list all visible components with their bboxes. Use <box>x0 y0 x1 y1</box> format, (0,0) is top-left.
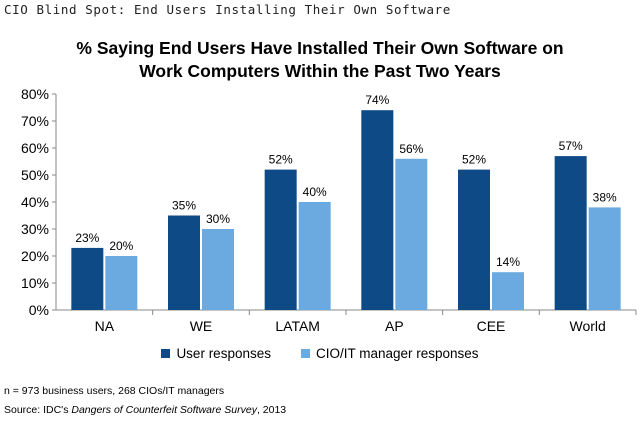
y-tick-label: 80% <box>21 86 49 102</box>
header-title: CIO Blind Spot: End Users Installing The… <box>4 2 451 17</box>
y-tick-label: 0% <box>29 302 49 318</box>
y-tick-label: 50% <box>21 167 49 183</box>
legend-label-cio: CIO/IT manager responses <box>315 346 479 361</box>
chart-title-line-1: % Saying End Users Have Installed Their … <box>76 38 564 58</box>
x-category-label: AP <box>385 318 404 334</box>
sample-note: n = 973 business users, 268 CIOs/IT mana… <box>4 385 225 397</box>
bar-value-label: 38% <box>593 190 617 204</box>
y-tick-label: 30% <box>21 221 49 237</box>
chart-legend: User responses CIO/IT manager responses <box>0 346 640 361</box>
bar <box>105 256 138 310</box>
chart-title: % Saying End Users Have Installed Their … <box>0 37 640 83</box>
bar <box>554 156 587 310</box>
chart-title-line-2: Work Computers Within the Past Two Years <box>139 61 501 81</box>
source-prefix: Source: IDC's <box>4 404 72 416</box>
bar-chart: 0% 10% 20% 30% 40% 50% 60% 70% 80% 23% 20% NA 35% 30%… <box>21 86 637 334</box>
bar-value-label: 40% <box>303 185 327 199</box>
legend-item-user: User responses <box>161 346 271 361</box>
x-category-label: NA <box>95 318 115 334</box>
bar-value-label: 35% <box>172 199 196 213</box>
legend-swatch-user <box>161 349 171 358</box>
bar <box>395 158 428 310</box>
source-suffix: , 2013 <box>256 404 287 416</box>
bar <box>458 169 490 310</box>
bar <box>168 215 200 310</box>
bar-value-label: 57% <box>559 139 583 153</box>
legend-label-user: User responses <box>176 346 271 361</box>
bar-value-label: 52% <box>462 153 486 167</box>
bar <box>298 202 331 310</box>
y-tick-label: 10% <box>21 275 49 291</box>
source-survey-title: Dangers of Counterfeit Software Survey <box>71 404 257 416</box>
y-tick-label: 20% <box>21 248 49 264</box>
y-tick-label: 60% <box>21 140 49 156</box>
bar <box>71 247 104 310</box>
legend-item-cio: CIO/IT manager responses <box>300 346 479 361</box>
bar-value-label: 52% <box>269 153 293 167</box>
x-category-label: WE <box>190 318 213 334</box>
bar <box>492 272 524 310</box>
bar-value-label: 74% <box>365 93 389 107</box>
legend-swatch-cio <box>300 349 310 358</box>
source-note: Source: IDC's Dangers of Counterfeit Sof… <box>4 404 286 416</box>
x-category-label: CEE <box>477 318 506 334</box>
y-tick-label: 40% <box>21 194 49 210</box>
y-tick-label: 70% <box>21 113 49 129</box>
bar-value-label: 23% <box>75 231 99 245</box>
x-category-label: World <box>570 318 606 334</box>
bar-value-label: 20% <box>109 239 133 253</box>
bar-value-label: 14% <box>496 255 520 269</box>
bar <box>361 110 394 310</box>
x-category-label: LATAM <box>275 318 320 334</box>
bar <box>264 169 297 310</box>
bar-value-label: 56% <box>399 142 423 156</box>
bar <box>202 229 234 310</box>
bar-value-label: 30% <box>206 212 230 226</box>
bar <box>588 207 621 310</box>
